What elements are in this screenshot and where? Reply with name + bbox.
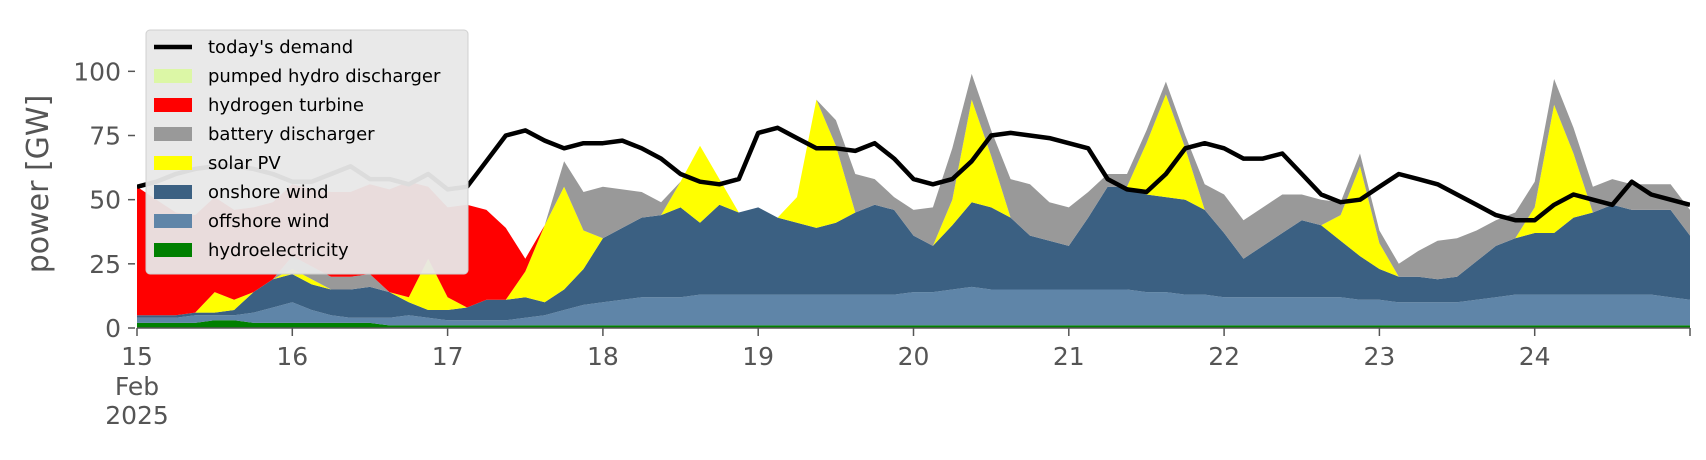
area-offshore-wind xyxy=(137,286,1690,326)
legend-box xyxy=(145,29,469,275)
x-tick-label: 18 xyxy=(587,342,619,371)
legend-label-today-s-demand: today's demand xyxy=(208,37,353,58)
x-tick-month-label: Feb xyxy=(115,372,159,401)
x-tick-label: 20 xyxy=(898,342,930,371)
x-tick-label: 24 xyxy=(1519,342,1551,371)
area-hydroelectricity xyxy=(137,320,1690,328)
x-tick-label: 19 xyxy=(742,342,774,371)
legend-label-pumped-hydro-discharger: pumped hydro discharger xyxy=(208,66,441,87)
legend-label-solar-pv: solar PV xyxy=(208,153,281,174)
y-tick-label: 100 xyxy=(73,57,121,86)
x-tick-label: 15 xyxy=(121,342,153,371)
x-tick-label: 17 xyxy=(432,342,464,371)
y-axis-label: power [GW] xyxy=(21,95,56,274)
legend-label-onshore-wind: onshore wind xyxy=(208,182,329,203)
area-onshore-wind xyxy=(137,186,1690,321)
legend-swatch-battery-discharger xyxy=(154,127,192,141)
y-tick-label: 50 xyxy=(89,186,121,215)
x-tick-label: 23 xyxy=(1363,342,1395,371)
legend-label-hydroelectricity: hydroelectricity xyxy=(208,240,349,261)
legend-swatch-hydrogen-turbine xyxy=(154,98,192,112)
legend-swatch-pumped-hydro-discharger xyxy=(154,69,192,83)
x-tick-label: 16 xyxy=(276,342,308,371)
y-tick-label: 0 xyxy=(105,314,121,343)
legend-label-battery-discharger: battery discharger xyxy=(208,124,375,145)
legend-swatch-solar-pv xyxy=(154,156,192,170)
legend-swatch-hydroelectricity xyxy=(154,243,192,257)
x-tick-year-label: 2025 xyxy=(105,401,169,430)
legend: today's demand pumped hydro discharger hyd… xyxy=(145,29,469,275)
area-series-group xyxy=(137,73,1690,328)
legend-label-hydrogen-turbine: hydrogen turbine xyxy=(208,95,364,116)
x-tick-label: 22 xyxy=(1208,342,1240,371)
legend-label-offshore-wind: offshore wind xyxy=(208,211,330,232)
y-tick-label: 25 xyxy=(89,250,121,279)
y-tick-label: 75 xyxy=(89,122,121,151)
x-tick-label: 21 xyxy=(1053,342,1085,371)
legend-swatch-offshore-wind xyxy=(154,214,192,228)
legend-swatch-onshore-wind xyxy=(154,185,192,199)
